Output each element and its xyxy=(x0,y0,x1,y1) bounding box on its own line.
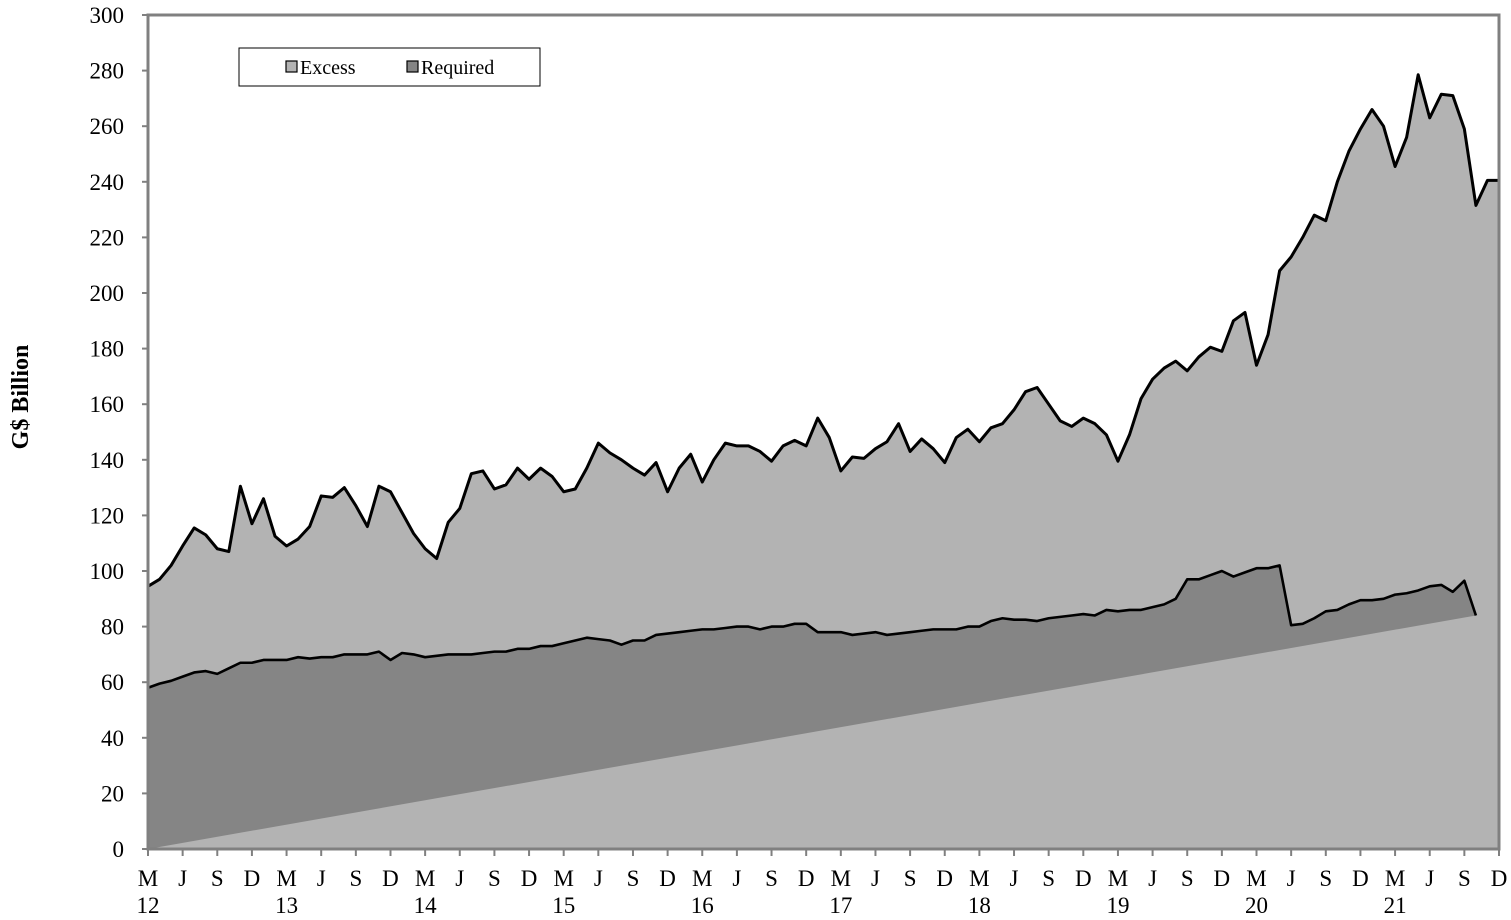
y-tick-label: 260 xyxy=(90,114,125,139)
x-tick-label-month: M xyxy=(553,866,573,891)
y-tick-label: 180 xyxy=(90,337,125,362)
legend-label-required: Required xyxy=(421,57,494,79)
x-tick-label-month: M xyxy=(415,866,435,891)
x-tick-label-month: D xyxy=(382,866,399,891)
x-tick-label-month: M xyxy=(1108,866,1128,891)
y-axis-title: G$ Billion xyxy=(8,345,34,450)
legend: Excess Required xyxy=(238,47,541,87)
x-tick-label-month: S xyxy=(1319,866,1332,891)
legend-swatch-required xyxy=(406,60,419,73)
x-tick-label-month: S xyxy=(904,866,917,891)
x-tick-label-month: S xyxy=(1042,866,1055,891)
y-tick-label: 40 xyxy=(101,726,124,751)
legend-box xyxy=(238,47,541,87)
y-tick-label: 240 xyxy=(90,170,125,195)
y-tick-label: 140 xyxy=(90,448,125,473)
y-tick-label: 60 xyxy=(101,670,124,695)
y-tick-label: 160 xyxy=(90,392,125,417)
x-tick-label-month: J xyxy=(1148,866,1157,891)
x-tick-label-month: S xyxy=(627,866,640,891)
legend-swatch-excess xyxy=(285,60,298,73)
x-tick-label-month: D xyxy=(936,866,953,891)
x-tick-label-year: 21 xyxy=(1384,893,1407,918)
x-tick-label-year: 15 xyxy=(552,893,575,918)
x-tick-label-month: J xyxy=(1287,866,1296,891)
y-tick-label: 80 xyxy=(101,615,124,640)
x-tick-label-month: D xyxy=(244,866,261,891)
x-tick-label-year: 19 xyxy=(1106,893,1129,918)
y-tick-label: 120 xyxy=(90,503,125,528)
required-series-line xyxy=(147,564,1478,689)
x-tick-label-month: M xyxy=(692,866,712,891)
total-series-line xyxy=(147,73,1499,588)
x-tick-label-year: 13 xyxy=(275,893,298,918)
x-tick-label-month: M xyxy=(1385,866,1405,891)
x-tick-label-month: D xyxy=(1214,866,1231,891)
x-tick-label-month: J xyxy=(732,866,741,891)
x-tick-label-month: D xyxy=(1491,866,1508,891)
x-tick-label-month: M xyxy=(831,866,851,891)
y-axis: 0 20 40 60 80 100 120 140 160 180 200 220 240 260 280 3… xyxy=(90,3,148,862)
x-tick-label-month: J xyxy=(455,866,464,891)
required-area xyxy=(148,565,1476,849)
x-tick-label-month: D xyxy=(798,866,815,891)
x-tick-label-year: 16 xyxy=(691,893,714,918)
y-tick-label: 280 xyxy=(90,59,125,84)
x-tick-label-month: M xyxy=(969,866,989,891)
x-tick-label-year: 14 xyxy=(414,893,438,918)
y-tick-label: 300 xyxy=(90,3,125,28)
x-tick-label-month: J xyxy=(1425,866,1434,891)
x-tick-label-month: J xyxy=(178,866,187,891)
x-tick-label-year: 12 xyxy=(137,893,160,918)
x-tick-label-month: J xyxy=(1010,866,1019,891)
x-tick-label-month: S xyxy=(765,866,778,891)
x-tick-label-year: 20 xyxy=(1245,893,1268,918)
x-tick-label-month: S xyxy=(211,866,224,891)
x-tick-label-month: J xyxy=(317,866,326,891)
x-tick-label-month: D xyxy=(521,866,538,891)
x-tick-label-year: 18 xyxy=(968,893,991,918)
y-tick-label: 220 xyxy=(90,225,125,250)
series-lines-layer xyxy=(147,73,1499,689)
plot-frame xyxy=(146,13,1501,851)
x-tick-label-month: S xyxy=(488,866,501,891)
y-tick-label: 100 xyxy=(90,559,125,584)
legend-label-excess: Excess xyxy=(300,57,356,79)
x-tick-label-month: M xyxy=(276,866,296,891)
x-tick-label-month: D xyxy=(1352,866,1369,891)
areas-layer xyxy=(148,74,1499,849)
x-tick-label-year: 17 xyxy=(829,893,852,918)
x-tick-label-month: J xyxy=(871,866,880,891)
y-tick-label: 20 xyxy=(101,781,124,806)
x-tick-label-month: M xyxy=(1246,866,1266,891)
x-tick-label-month: J xyxy=(594,866,603,891)
y-tick-label: 200 xyxy=(90,281,125,306)
x-tick-label-month: S xyxy=(1458,866,1471,891)
x-tick-label-month: S xyxy=(349,866,362,891)
x-tick-label-month: D xyxy=(1075,866,1092,891)
y-tick-label: 0 xyxy=(113,837,125,862)
x-tick-label-month: D xyxy=(659,866,676,891)
x-tick-label-month: S xyxy=(1181,866,1194,891)
x-tick-label-month: M xyxy=(138,866,158,891)
